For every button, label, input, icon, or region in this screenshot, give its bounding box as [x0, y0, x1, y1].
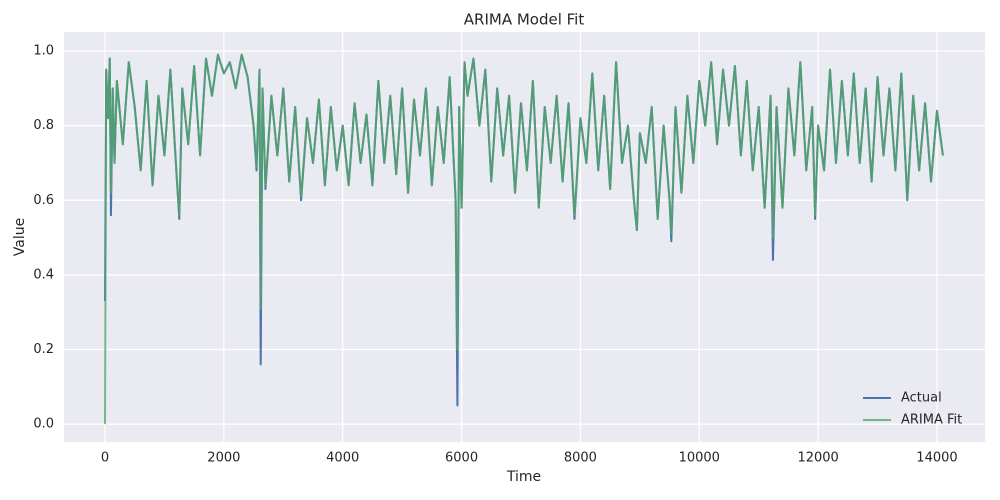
y-tick-label: 0.2 [33, 342, 54, 357]
y-axis-label: Value [12, 218, 28, 256]
plot-area [64, 32, 985, 442]
y-tick-label: 0.8 [33, 118, 54, 133]
series-line [104, 53, 944, 425]
legend-label: ARIMA Fit [901, 413, 962, 428]
y-tick-label: 0.4 [33, 267, 54, 282]
x-tick-label: 10000 [679, 451, 720, 466]
x-tick-label: 14000 [916, 451, 957, 466]
y-tick-label: 1.0 [33, 44, 54, 59]
y-tick-label: 0.0 [33, 417, 54, 432]
x-tick-label: 4000 [326, 451, 359, 466]
x-tick-label: 2000 [207, 451, 240, 466]
x-axis-label: Time [506, 469, 541, 485]
x-tick-label: 0 [101, 451, 109, 466]
chart-title: ARIMA Model Fit [464, 11, 585, 29]
legend-label: Actual [901, 391, 942, 406]
x-tick-label: 12000 [797, 451, 838, 466]
x-tick-label: 6000 [445, 451, 478, 466]
y-tick-label: 0.6 [33, 193, 54, 208]
x-tick-label: 8000 [564, 451, 597, 466]
